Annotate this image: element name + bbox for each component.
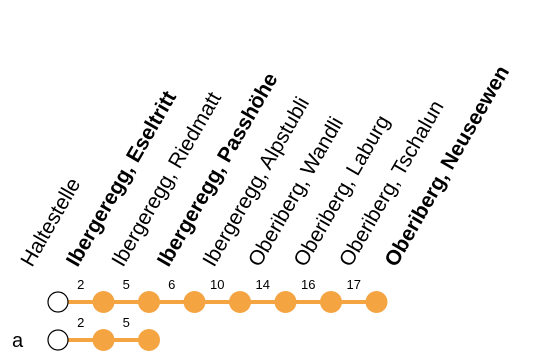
route-row: 2 5 a — [12, 315, 160, 352]
route-lines: 2 5 6 10 14 16 17 2 5 a — [12, 277, 388, 352]
travel-time-label: 5 — [123, 277, 130, 292]
origin-stop-marker — [47, 291, 69, 313]
stop-marker — [138, 291, 160, 313]
origin-stop-marker — [47, 329, 69, 351]
stop-marker — [274, 291, 297, 313]
stop-marker — [92, 291, 115, 313]
travel-time-label: 17 — [347, 277, 361, 292]
travel-time-label: 5 — [123, 315, 130, 330]
travel-time-label: 16 — [301, 277, 315, 292]
stop-marker — [320, 291, 342, 313]
stop-marker — [92, 329, 115, 351]
stop-marker — [365, 291, 388, 313]
travel-time-label: 2 — [77, 315, 84, 330]
travel-time-label: 6 — [168, 277, 175, 292]
travel-time-label: 10 — [210, 277, 224, 292]
stop-marker — [138, 329, 160, 351]
stop-marker — [229, 291, 251, 313]
stop-marker — [183, 291, 206, 313]
travel-time-label: 2 — [77, 277, 84, 292]
route-variant-label: a — [12, 330, 24, 352]
travel-time-label: 14 — [256, 277, 270, 292]
route-row: 2 5 6 10 14 16 17 — [47, 277, 388, 313]
